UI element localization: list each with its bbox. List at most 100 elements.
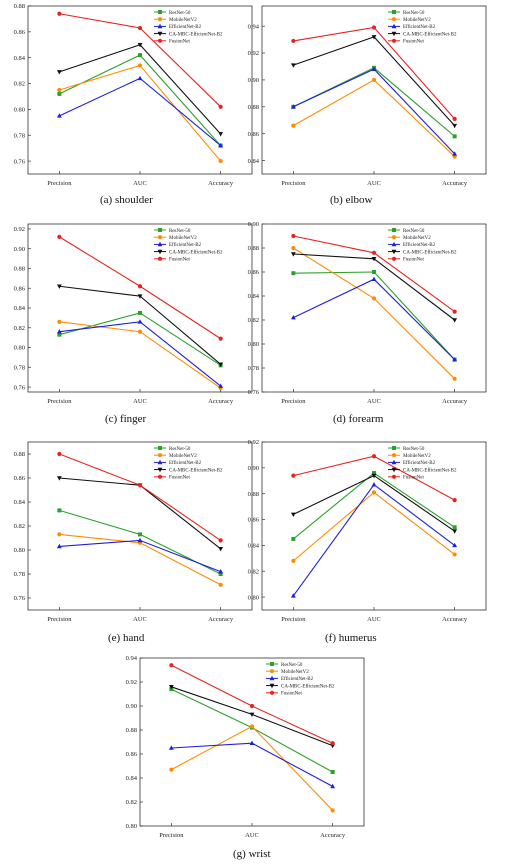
data-point xyxy=(169,767,174,772)
legend-label: ResNet-50 xyxy=(169,447,191,452)
legend-label: FusionNet xyxy=(403,476,424,481)
chart-panel-elbow: 0.84 0.86 0.88 0.90 0.92 0.94 Precision AUC Accu… xyxy=(248,4,488,216)
data-point xyxy=(57,234,62,239)
data-point xyxy=(249,740,255,745)
data-point xyxy=(452,498,457,503)
data-point xyxy=(330,783,336,789)
data-point xyxy=(57,508,62,513)
data-point xyxy=(291,233,296,239)
legend-label: ResNet-50 xyxy=(281,663,303,668)
data-point xyxy=(371,25,377,30)
data-point xyxy=(138,532,142,537)
legend-label: EfficientNet-B2 xyxy=(169,243,202,248)
data-point xyxy=(452,116,457,121)
legend-label: ResNet-50 xyxy=(403,447,425,452)
chart-panel-forearm: 0.76 0.78 0.80 0.82 0.84 0.86 0.88 0.90 Precisio… xyxy=(248,221,488,434)
x-tick-label: AUC xyxy=(133,398,147,405)
data-point xyxy=(452,542,458,548)
series-line-ca-mbc-efficientnet-b2 xyxy=(59,44,222,135)
x-tick-label: AUC xyxy=(367,180,381,187)
data-point xyxy=(291,245,296,251)
plot-frame xyxy=(261,5,487,175)
legend-label: EfficientNet-B2 xyxy=(169,461,202,466)
legend-label: MobileNetV2 xyxy=(281,670,309,675)
y-tick-label: 0.78 xyxy=(14,364,25,371)
data-point xyxy=(137,329,143,334)
legend-marker xyxy=(391,31,397,37)
y-tick-label: 0.76 xyxy=(14,158,26,165)
data-point xyxy=(168,745,174,750)
legend-marker xyxy=(269,683,275,689)
y-tick-label: 0.80 xyxy=(248,594,259,601)
y-tick-label: 0.90 xyxy=(248,77,259,84)
legend-label: MobileNetV2 xyxy=(169,454,197,459)
caption-wrist: (g) wrist xyxy=(233,848,271,860)
legend-marker xyxy=(157,23,163,29)
data-point xyxy=(138,310,142,315)
data-point xyxy=(371,77,377,83)
y-tick-label: 0.78 xyxy=(248,365,259,372)
series-line-resnet-50 xyxy=(171,688,333,773)
caption-humerus: (f) humerus xyxy=(325,632,377,644)
y-tick-label: 0.78 xyxy=(14,132,25,139)
data-point xyxy=(218,132,224,137)
legend-marker xyxy=(158,10,162,14)
legend-label: FusionNet xyxy=(403,40,424,45)
data-point xyxy=(452,123,458,129)
legend-label: FusionNet xyxy=(169,40,190,45)
chart-svg: 0.76 0.78 0.80 0.82 0.84 0.86 0.88 0.90 Precisio… xyxy=(248,221,487,405)
y-tick-label: 0.90 xyxy=(14,246,25,253)
data-point xyxy=(56,70,62,75)
y-tick-label: 0.92 xyxy=(14,226,25,233)
chart-svg: 0.80 0.82 0.84 0.86 0.88 0.90 0.92 0.94 Precisio… xyxy=(126,655,365,839)
data-point xyxy=(56,543,62,549)
legend-label: ResNet-50 xyxy=(403,11,425,16)
y-tick-label: 0.80 xyxy=(14,345,25,352)
data-point xyxy=(452,529,458,534)
legend-marker xyxy=(391,467,397,473)
data-point xyxy=(218,582,223,587)
data-point xyxy=(56,476,62,481)
y-tick-label: 0.82 xyxy=(14,325,25,332)
data-point xyxy=(137,284,143,289)
y-tick-label: 0.88 xyxy=(248,245,259,252)
data-point xyxy=(137,537,143,543)
chart-panel-wrist: 0.80 0.82 0.84 0.86 0.88 0.90 0.92 0.94 Precisio… xyxy=(126,655,366,864)
data-point xyxy=(291,558,296,563)
y-tick-label: 0.90 xyxy=(126,703,137,710)
chart-panel-shoulder: 0.76 0.78 0.80 0.82 0.84 0.86 0.88 Precision AUC… xyxy=(14,3,254,216)
x-tick-label: Precision xyxy=(47,398,72,405)
data-point xyxy=(56,113,62,118)
series-line-resnet-50 xyxy=(293,271,456,360)
legend-label: EfficientNet-B2 xyxy=(281,677,314,682)
data-point xyxy=(137,294,143,299)
y-tick-label: 0.80 xyxy=(126,823,137,830)
y-tick-label: 0.84 xyxy=(14,55,26,62)
y-tick-label: 0.86 xyxy=(248,517,260,524)
data-point xyxy=(452,552,457,557)
legend-label: CA-MBC-EfficientNet-B2 xyxy=(403,32,457,37)
series-line-ca-mbc-efficientnet-b2 xyxy=(293,253,455,321)
data-point xyxy=(218,569,224,574)
data-point xyxy=(452,318,458,323)
x-tick-label: Accuracy xyxy=(208,616,234,623)
legend-marker xyxy=(391,474,397,479)
legend-marker xyxy=(391,453,397,458)
data-point xyxy=(56,329,62,334)
data-point xyxy=(371,35,377,40)
y-tick-label: 0.82 xyxy=(14,523,25,530)
data-point xyxy=(57,532,62,537)
y-tick-label: 0.76 xyxy=(14,384,26,391)
data-point xyxy=(371,482,377,487)
data-point xyxy=(57,11,62,16)
plot-frame xyxy=(27,441,253,611)
legend-label: FusionNet xyxy=(403,258,424,263)
legend-label: CA-MBC-EfficientNet-B2 xyxy=(281,684,335,689)
data-point xyxy=(330,770,335,774)
data-point xyxy=(290,104,296,109)
data-point xyxy=(57,319,62,324)
data-point xyxy=(371,276,377,281)
legend-label: MobileNetV2 xyxy=(169,18,197,23)
data-point xyxy=(169,663,174,668)
legend-label: MobileNetV2 xyxy=(169,236,197,241)
